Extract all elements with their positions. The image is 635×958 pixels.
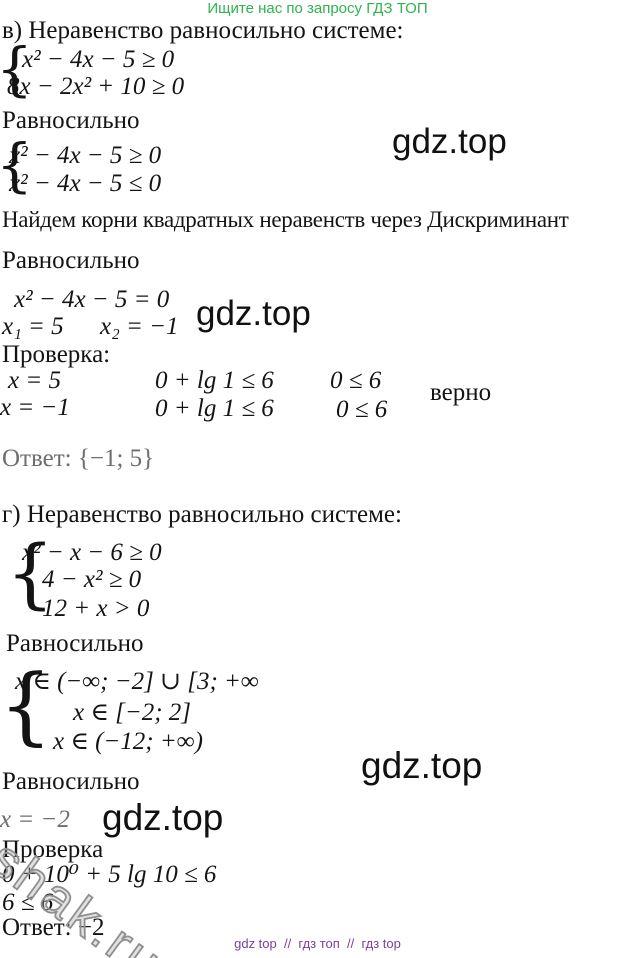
footer-links: gdz top // гдз топ // гдз top	[234, 936, 401, 951]
check-substitution: 0 + lg 1 ≤ 6	[155, 367, 274, 394]
gdz-watermark: gdz.top	[196, 294, 311, 333]
check-label: Проверка:	[2, 341, 111, 368]
equiv-label: Равносильно	[2, 768, 140, 795]
equiv-label: Равносильно	[6, 630, 144, 657]
equiv-label: Равносильно	[2, 107, 140, 134]
check-x: x = 5	[8, 367, 61, 394]
math-line: x² − 4x − 5 ≥ 0	[9, 142, 162, 169]
math-line: 8x − 2x² + 10 ≥ 0	[7, 73, 185, 100]
answer-line: Ответ: −2	[2, 914, 105, 941]
math-root: x = −2	[0, 806, 70, 833]
math-line: 12 + x > 0	[42, 595, 150, 622]
section-g-title: г) Неравенство равносильно системе:	[2, 501, 402, 528]
math-line: x² − 4x − 5 = 0	[14, 286, 170, 313]
math-line: x ∈ [−2; 2]	[73, 699, 192, 726]
discriminant-note: Найдем корни квадратных неравенств через…	[2, 207, 569, 232]
check-result: 6 ≤ 6	[2, 889, 54, 916]
answer-line: Ответ: {−1; 5}	[2, 445, 155, 472]
math-line: 4 − x² ≥ 0	[42, 566, 142, 593]
math-line: x ∈ (−12; +∞)	[53, 728, 203, 755]
system-brace: {	[0, 40, 33, 98]
math-line: x ∈ (−∞; −2] ∪ [3; +∞	[15, 668, 259, 695]
system-brace: {	[6, 528, 55, 617]
check-result: 0 ≤ 6	[330, 367, 382, 394]
gdz-watermark: gdz.top	[361, 745, 483, 786]
promo-banner: Ищите нас по запросу ГДЗ ТОП	[207, 0, 428, 17]
system-brace: {	[0, 656, 53, 754]
math-line: x² − x − 6 ≥ 0	[22, 539, 162, 566]
math-line: x² − 4x − 5 ≤ 0	[9, 170, 162, 197]
check-label: Проверка	[2, 836, 104, 863]
check-result: 0 ≤ 6	[336, 396, 388, 423]
section-v-title: в) Неравенство равносильно системе:	[2, 17, 404, 44]
check-substitution: 0 + 10⁰ + 5 lg 10 ≤ 6	[2, 861, 217, 888]
gdz-watermark: gdz.top	[102, 797, 224, 838]
system-brace: {	[0, 136, 33, 194]
check-substitution: 0 + lg 1 ≤ 6	[155, 395, 274, 422]
gdz-watermark: gdz.top	[392, 122, 507, 161]
math-root: x₁ = 5	[2, 313, 64, 340]
math-root: x₂ = −1	[100, 313, 179, 340]
equiv-label: Равносильно	[2, 247, 140, 274]
math-line: x² − 4x − 5 ≥ 0	[22, 46, 175, 73]
verdict-label: верно	[430, 379, 492, 406]
check-x: x = −1	[0, 394, 70, 421]
